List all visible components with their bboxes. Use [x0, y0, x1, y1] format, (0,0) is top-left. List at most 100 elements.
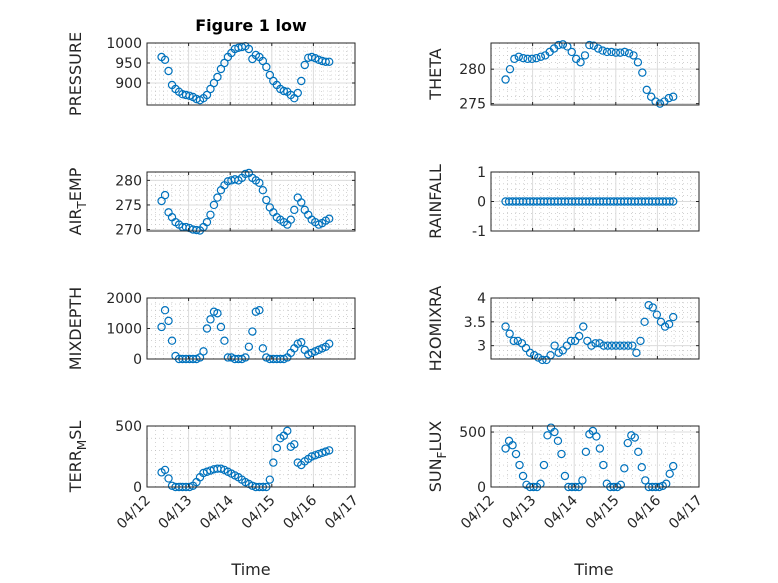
data-point	[307, 52, 316, 62]
data-point	[538, 355, 547, 365]
data-point	[637, 463, 646, 472]
data-point	[206, 315, 215, 324]
data-point	[216, 464, 226, 473]
data-point	[591, 339, 600, 348]
data-point	[632, 348, 641, 358]
x-axis-label-left: Time	[230, 560, 270, 579]
data-point	[644, 300, 653, 310]
data-point	[160, 306, 170, 315]
data-point	[501, 75, 510, 84]
y-tick-label: 2000	[106, 291, 142, 307]
data-point	[321, 447, 330, 456]
data-point	[534, 353, 543, 362]
subplot-h2omixra: 3 3.5 4 H2OMIXRA	[426, 286, 700, 371]
data-point	[542, 355, 551, 365]
data-point	[620, 47, 629, 57]
y-tick-label: 500	[115, 419, 142, 435]
y-tick-label: 0	[133, 352, 142, 368]
axes-background	[491, 426, 699, 487]
data-point	[611, 341, 621, 350]
y-tick-label: 950	[115, 56, 142, 72]
data-point	[513, 336, 523, 346]
data-point	[664, 93, 673, 103]
data-point	[554, 348, 563, 358]
data-point	[206, 84, 215, 94]
data-point	[202, 324, 212, 333]
data-point	[634, 447, 643, 457]
y-label-subscript: F	[435, 451, 449, 458]
data-point	[554, 40, 563, 50]
data-point	[646, 92, 656, 101]
data-point	[269, 458, 278, 467]
data-point	[669, 461, 678, 471]
data-point	[536, 52, 546, 61]
y-label-subscript: M	[75, 440, 89, 450]
data-point	[636, 336, 645, 346]
y-tick-label: 270	[115, 223, 142, 239]
data-point	[602, 47, 612, 57]
data-point	[509, 336, 518, 346]
data-point	[297, 338, 306, 347]
data-point	[594, 44, 603, 53]
data-point	[258, 56, 268, 66]
data-point	[283, 426, 292, 436]
data-point	[585, 40, 594, 50]
data-point	[519, 53, 528, 63]
data-point	[553, 436, 563, 446]
data-point	[669, 92, 678, 101]
y-tick-label: 900	[115, 76, 142, 92]
data-point	[517, 339, 527, 348]
data-point	[255, 178, 264, 188]
data-point	[607, 341, 617, 350]
axes-box	[490, 297, 700, 360]
data-point	[574, 331, 584, 341]
y-tick-label: 0	[477, 195, 486, 211]
axes-background	[491, 298, 699, 359]
data-point	[665, 469, 674, 479]
data-point	[290, 440, 299, 449]
data-point	[648, 303, 657, 312]
data-point	[641, 476, 650, 485]
y-axis-label: MIXDEPTH	[66, 287, 85, 370]
data-point	[539, 460, 549, 470]
data-point	[321, 57, 330, 67]
axes-background	[491, 43, 699, 105]
data-point	[587, 341, 596, 350]
data-point	[598, 46, 607, 55]
data-point	[521, 343, 531, 353]
data-point	[566, 336, 576, 346]
data-point	[272, 443, 282, 453]
y-axis-label: PRESSURE	[66, 32, 85, 116]
data-point	[505, 329, 514, 338]
data-point	[638, 68, 647, 77]
data-point	[510, 54, 519, 64]
data-point	[514, 52, 523, 61]
data-point	[209, 200, 219, 210]
data-point	[560, 471, 570, 481]
y-tick-label: 500	[459, 425, 486, 441]
data-point	[255, 306, 264, 315]
y-tick-label: 0	[133, 480, 142, 496]
data-point	[532, 53, 541, 63]
data-point	[209, 78, 219, 88]
data-point	[599, 341, 608, 350]
data-point	[160, 190, 170, 200]
y-label-subscript: T	[75, 201, 89, 210]
data-point	[620, 464, 629, 473]
x-axis-label-right: Time	[573, 560, 613, 579]
data-point	[656, 317, 666, 327]
data-point	[508, 441, 517, 450]
y-tick-label: 3.5	[464, 315, 486, 331]
data-point	[241, 353, 250, 362]
data-point	[611, 48, 621, 57]
data-point	[300, 60, 309, 70]
y-tick-label: 0	[477, 480, 486, 496]
data-point	[629, 51, 638, 60]
data-point	[655, 99, 665, 108]
chart-title: Figure 1 low	[195, 16, 307, 35]
data-point	[220, 58, 229, 68]
data-point	[206, 210, 215, 219]
data-point	[623, 438, 633, 448]
axes-box	[146, 42, 356, 106]
